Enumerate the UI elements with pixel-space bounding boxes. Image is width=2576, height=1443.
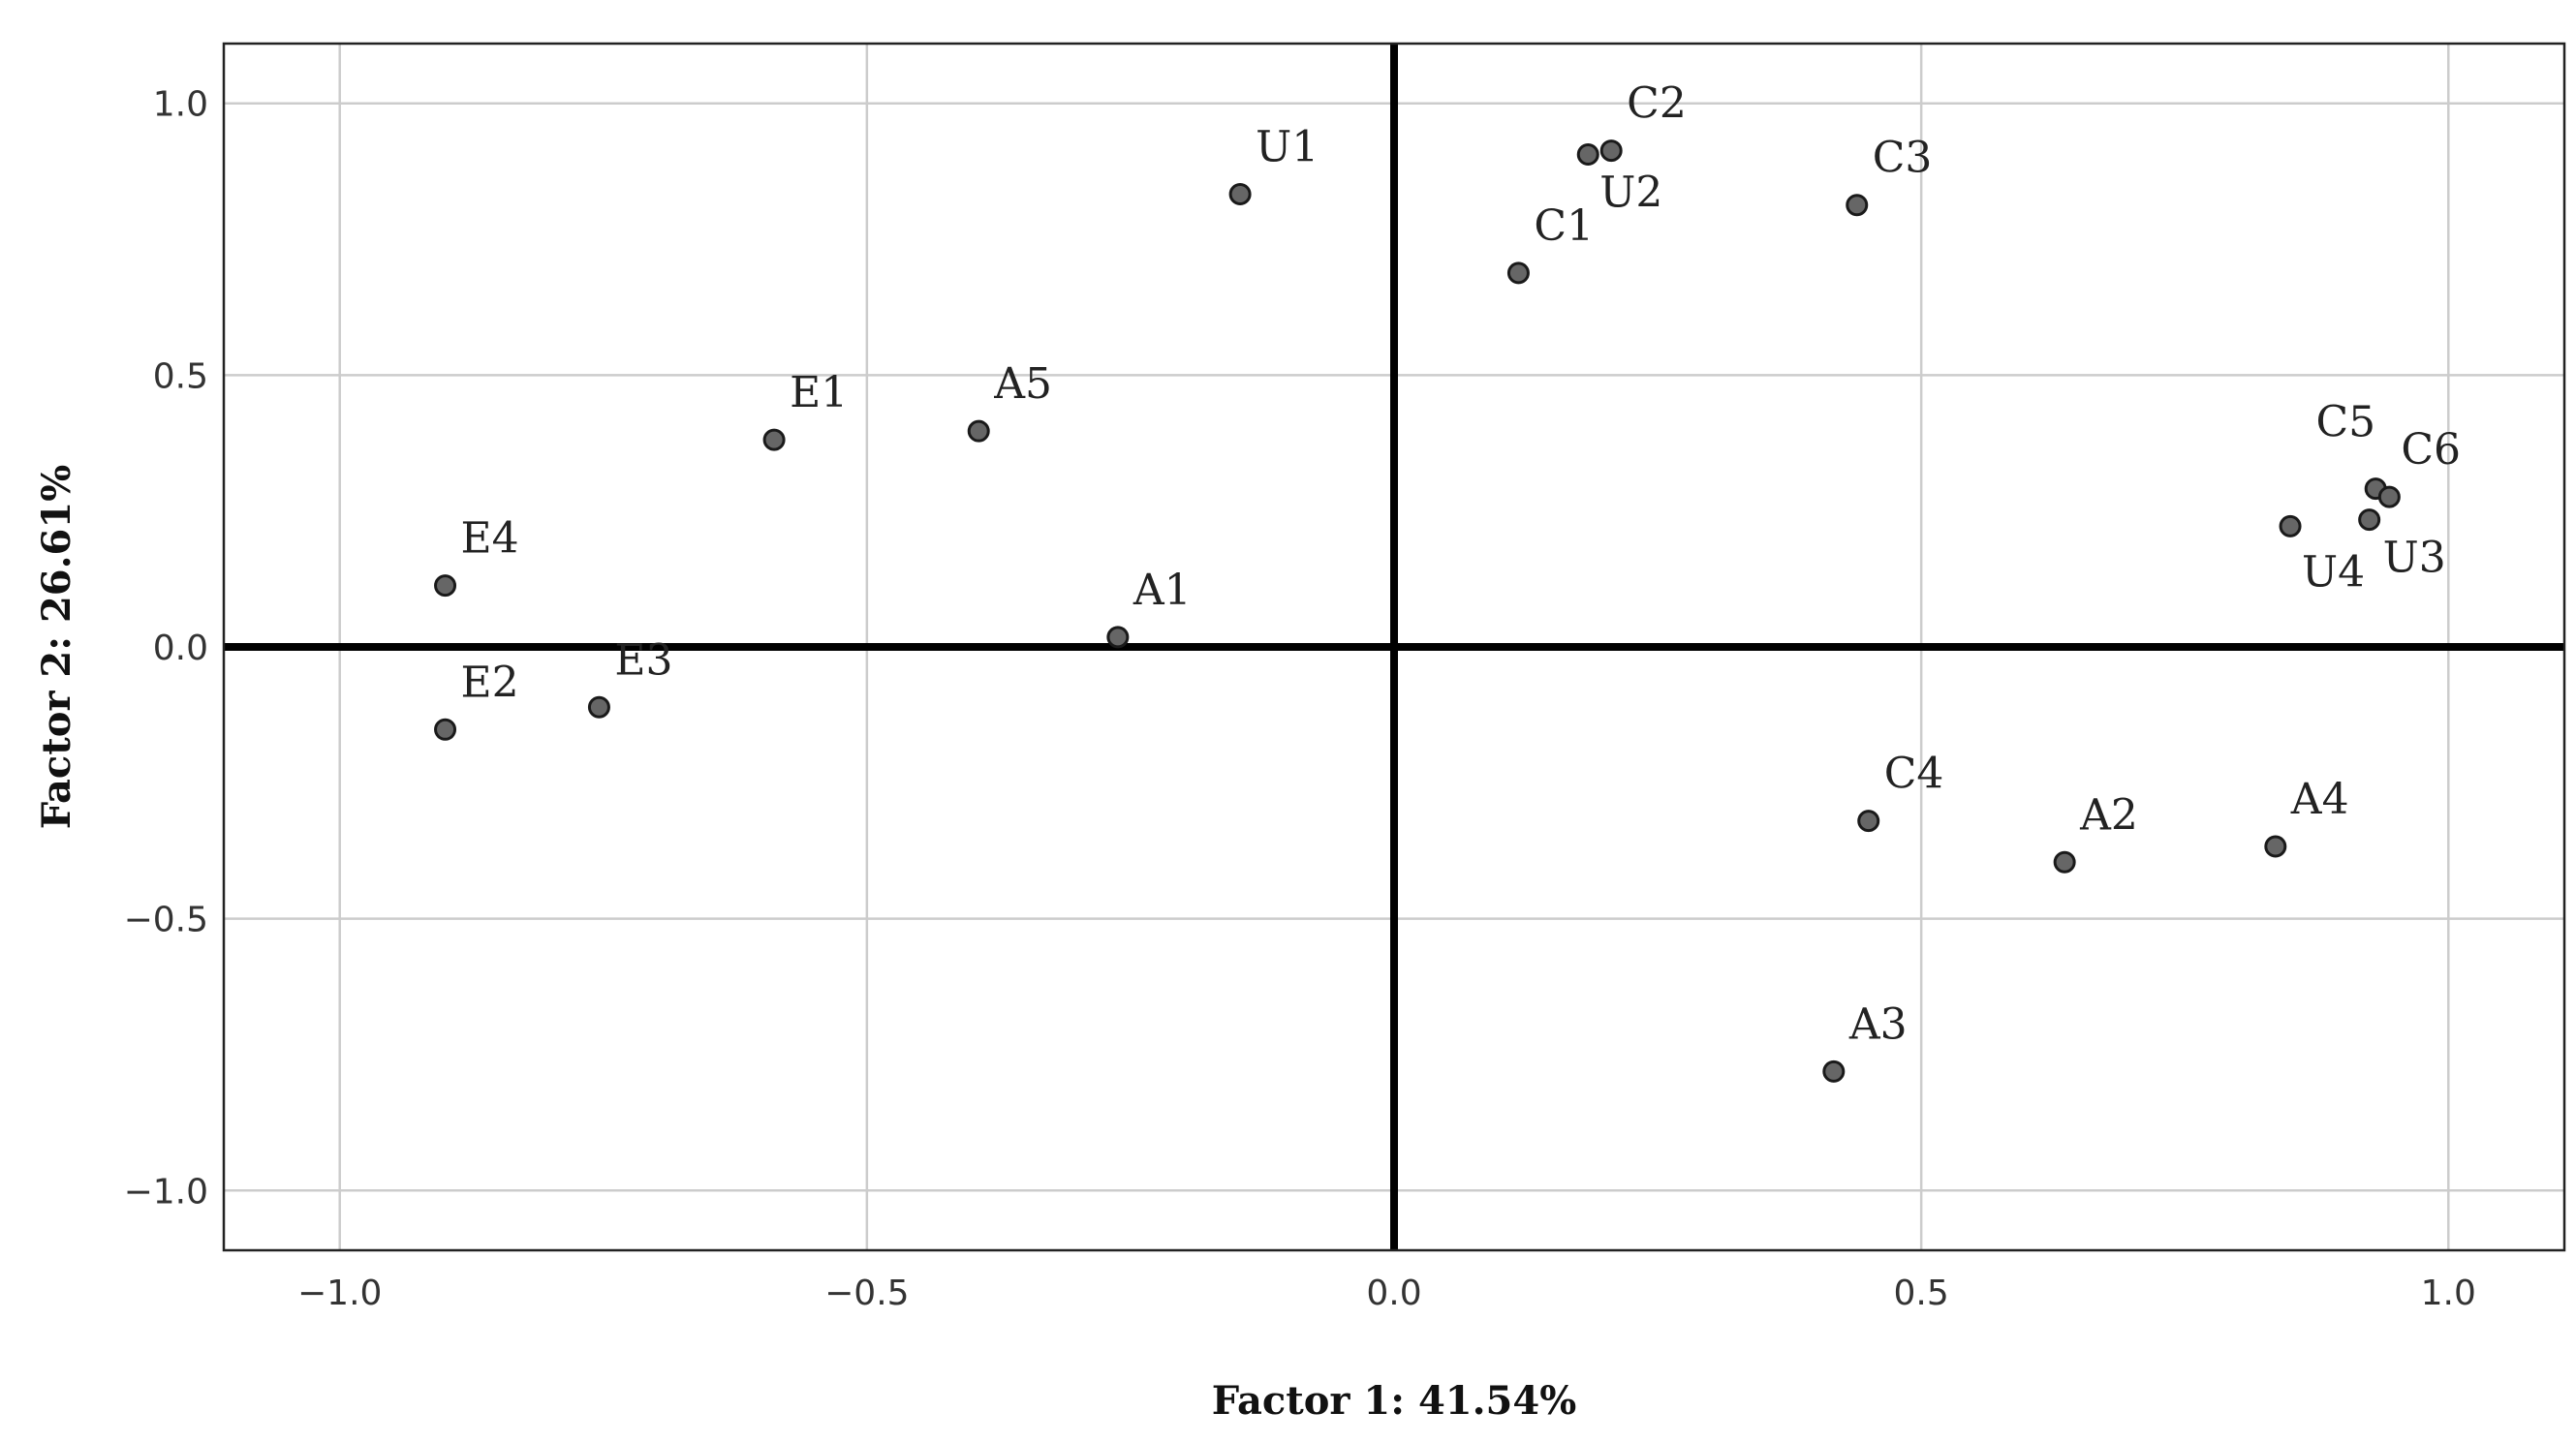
point-u2 [1576, 142, 1599, 166]
point-label-c2: C2 [1627, 79, 1687, 129]
point-u3 [2358, 508, 2381, 532]
x-tick-label: −0.5 [824, 1274, 909, 1313]
point-label-e2: E2 [461, 658, 519, 707]
point-label-a3: A3 [1848, 999, 1908, 1049]
point-label-c6: C6 [2401, 425, 2461, 475]
zero-reference-lines [224, 44, 2564, 1250]
point-labels: U1 C2 U2 C3 C1 E1 A5 C5 C6 U4 U3 E4 A1 E3 E2 C4 A2 A4 A3 [461, 79, 2461, 1050]
point-c2 [1599, 139, 1623, 163]
point-e1 [762, 428, 786, 451]
plot-frame [222, 42, 2566, 1252]
point-label-c4: C4 [1884, 750, 1944, 799]
y-tick-labels: −1.0 −0.5 0.0 0.5 1.0 [124, 85, 208, 1213]
point-label-a4: A4 [2290, 775, 2349, 824]
x-axis-title: Factor 1: 41.54% [1212, 1378, 1576, 1424]
y-tick-label: −0.5 [124, 901, 208, 940]
point-c1 [1506, 261, 1530, 285]
point-label-u1: U1 [1256, 122, 1319, 171]
y-tick-label: 1.0 [153, 85, 208, 125]
y-axis-title: Factor 2: 26.61% [34, 465, 79, 829]
point-e2 [434, 718, 457, 741]
x-tick-label: 0.5 [1894, 1274, 1949, 1313]
point-label-c3: C3 [1873, 134, 1933, 183]
point-label-a2: A2 [2079, 790, 2138, 840]
y-tick-label: 0.5 [153, 356, 208, 396]
point-label-c1: C1 [1534, 201, 1594, 251]
x-tick-label: 1.0 [2421, 1274, 2476, 1313]
point-c3 [1846, 194, 1869, 217]
point-label-u2: U2 [1599, 168, 1662, 217]
point-label-e4: E4 [461, 514, 519, 564]
point-label-e3: E3 [614, 635, 672, 685]
x-tick-label: −1.0 [297, 1274, 382, 1313]
point-a3 [1822, 1059, 1846, 1083]
x-tick-label: 0.0 [1366, 1274, 1421, 1313]
point-a5 [967, 419, 990, 443]
point-e4 [434, 574, 457, 598]
point-u4 [2279, 514, 2302, 537]
y-tick-label: −1.0 [124, 1172, 208, 1212]
point-label-u3: U3 [2383, 534, 2446, 583]
x-tick-labels: −1.0 −0.5 0.0 0.5 1.0 [297, 1274, 2476, 1313]
data-points [434, 139, 2401, 1083]
y-tick-label: 0.0 [153, 629, 208, 668]
point-label-a1: A1 [1133, 566, 1192, 615]
point-c4 [1857, 810, 1880, 833]
point-a2 [2053, 850, 2076, 874]
point-e3 [587, 695, 610, 719]
point-u1 [1228, 182, 1252, 205]
point-label-c5: C5 [2316, 398, 2376, 447]
point-c6 [2377, 485, 2401, 508]
point-label-u4: U4 [2302, 547, 2365, 597]
point-label-e1: E1 [790, 368, 848, 417]
point-a1 [1106, 626, 1130, 649]
point-label-a5: A5 [993, 359, 1052, 409]
point-a4 [2264, 835, 2287, 858]
